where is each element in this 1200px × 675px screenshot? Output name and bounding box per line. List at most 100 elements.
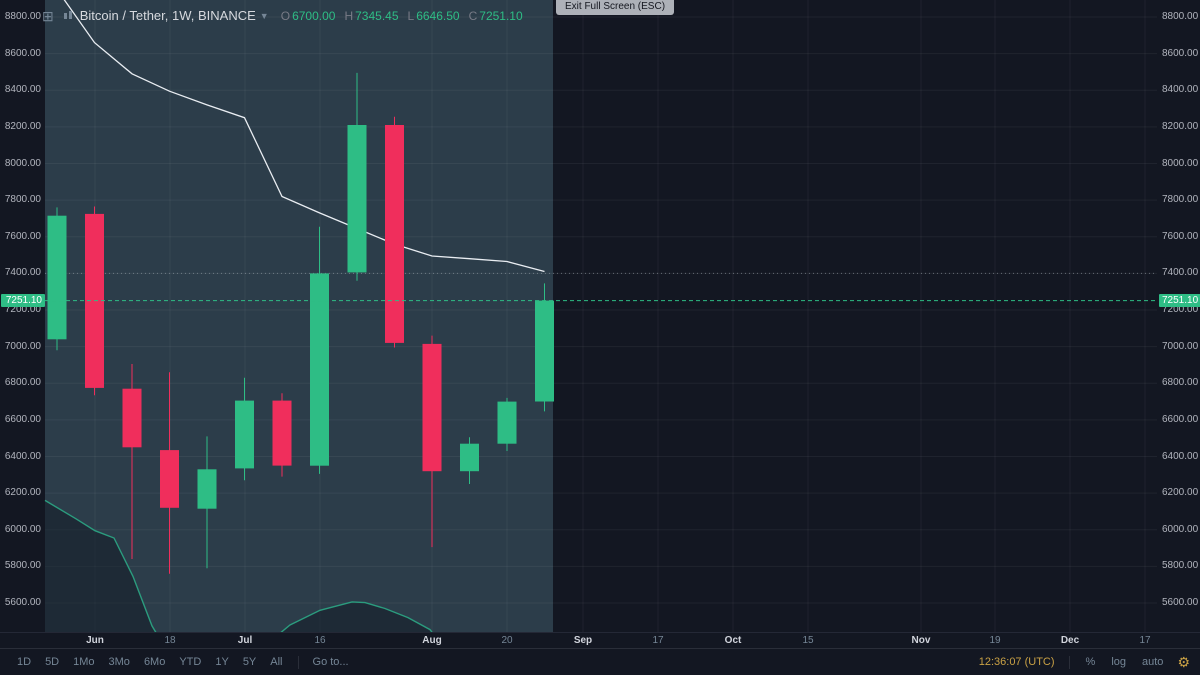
price-tick: 8000.00 — [1162, 158, 1199, 169]
time-label-aug: Aug — [422, 635, 442, 646]
chevron-down-icon[interactable]: ▼ — [259, 10, 269, 21]
time-label-dec: Dec — [1060, 635, 1080, 646]
price-tick: 6000.00 — [1162, 524, 1199, 535]
range-button-ytd[interactable]: YTD — [179, 656, 202, 668]
candle-body — [197, 469, 217, 509]
lower-band-fill — [45, 500, 447, 632]
layout-grid-icon[interactable]: ⊞ — [42, 7, 54, 24]
time-label-20: 20 — [501, 635, 513, 646]
candlestick-series-icon — [62, 10, 74, 22]
price-tick: 5800.00 — [1162, 560, 1199, 571]
candle-body — [347, 125, 367, 273]
price-tick: 8400.00 — [4, 84, 41, 95]
lower-band-line — [44, 499, 433, 632]
price-tick: 7200.00 — [1162, 304, 1199, 315]
price-tick: 6200.00 — [4, 487, 41, 498]
price-tick: 6600.00 — [1162, 414, 1199, 425]
price-tick: 8800.00 — [4, 11, 41, 22]
range-button-all[interactable]: All — [270, 656, 283, 668]
candle-body — [47, 215, 67, 340]
candle-body — [385, 125, 404, 343]
candle-body — [535, 300, 554, 402]
candle-body — [122, 388, 142, 448]
price-tick: 7600.00 — [1162, 231, 1199, 242]
price-tick: 6000.00 — [4, 524, 41, 535]
chart-region[interactable]: 8800.00 8600.00 8400.00 8200.00 8000.00 7800.… — [0, 0, 1200, 632]
price-tick: 8600.00 — [1162, 48, 1199, 59]
range-button-3mo[interactable]: 3Mo — [108, 656, 130, 668]
price-tick: 8200.00 — [4, 121, 41, 132]
range-button-6mo[interactable]: 6Mo — [143, 656, 166, 668]
price-tick: 6800.00 — [4, 377, 41, 388]
current-price-label: 7251.10 — [1159, 294, 1200, 307]
price-tick: 7800.00 — [1162, 194, 1199, 205]
log-scale-button[interactable]: log — [1111, 656, 1127, 668]
price-tick: 7200.00 — [4, 304, 41, 315]
range-button-1y[interactable]: 1Y — [215, 656, 229, 668]
ohlc-low: L 6646.50 — [407, 8, 460, 23]
ma-line — [63, 0, 545, 273]
candle-body — [160, 450, 179, 508]
percent-scale-button[interactable]: % — [1085, 656, 1096, 668]
candle-body — [272, 400, 292, 466]
bottom-toolbar: 1D 5D 1Mo 3Mo 6Mo YTD 1Y 5Y All Go to... 12:36:0… — [0, 648, 1200, 675]
candle-body — [235, 400, 254, 469]
price-tick: 6200.00 — [1162, 487, 1199, 498]
range-button-5d[interactable]: 5D — [45, 656, 60, 668]
range-button-1mo[interactable]: 1Mo — [73, 656, 95, 668]
time-label-18: 18 — [164, 635, 176, 646]
price-tick: 7000.00 — [1162, 341, 1199, 352]
price-tick: 8400.00 — [1162, 84, 1199, 95]
price-tick: 5800.00 — [4, 560, 41, 571]
price-tick: 8200.00 — [1162, 121, 1199, 132]
exit-fullscreen-tooltip: Exit Full Screen (ESC) — [556, 0, 675, 15]
price-tick: 7600.00 — [4, 231, 41, 242]
time-axis[interactable]: Jun 18 Jul 16 Aug 20 Sep 17 Oct 15 Nov 19 Dec 17 — [0, 632, 1200, 648]
time-label-sep: Sep — [573, 635, 593, 646]
legend: ⊞ Bitcoin / Tether, 1W, BINANCE ▼ O 6700.… — [42, 8, 532, 23]
time-label-17: 17 — [1139, 635, 1151, 646]
current-price-label: 7251.10 — [1, 294, 45, 307]
price-tick: 6600.00 — [4, 414, 41, 425]
clock[interactable]: 12:36:07 (UTC) — [978, 656, 1055, 668]
price-tick: 7400.00 — [4, 267, 41, 278]
price-tick: 5600.00 — [1162, 597, 1199, 608]
price-tick: 7800.00 — [4, 194, 41, 205]
toolbar-divider — [297, 655, 299, 669]
ohlc-readout: O 6700.00 H 7345.45 L 6646.50 C 7251.10 — [281, 9, 532, 23]
price-tick: 6400.00 — [1162, 451, 1199, 462]
candle-body — [497, 401, 517, 444]
price-tick: 7000.00 — [4, 341, 41, 352]
symbol-title[interactable]: Bitcoin / Tether, 1W, BINANCE — [79, 8, 256, 23]
time-label-oct: Oct — [724, 635, 742, 646]
range-button-5y[interactable]: 5Y — [242, 656, 257, 668]
candlestick-chart — [44, 0, 1157, 632]
auto-scale-button[interactable]: auto — [1142, 656, 1164, 668]
price-tick: 5600.00 — [4, 597, 41, 608]
price-axis-right[interactable]: 8800.00 8600.00 8400.00 8200.00 8000.00 7800.… — [1157, 0, 1200, 632]
gear-icon[interactable]: ⚙ — [1177, 654, 1190, 670]
range-selector: 1D 5D 1Mo 3Mo 6Mo YTD 1Y 5Y All — [10, 656, 290, 668]
price-axis-left[interactable]: 8800.00 8600.00 8400.00 8200.00 8000.00 7800.… — [0, 0, 45, 632]
toolbar-divider — [1068, 655, 1070, 669]
time-label-19: 19 — [989, 635, 1001, 646]
price-tick: 8000.00 — [4, 158, 41, 169]
range-button-1d[interactable]: 1D — [17, 656, 32, 668]
price-tick: 6400.00 — [4, 451, 41, 462]
price-tick: 8800.00 — [1162, 11, 1199, 22]
price-tick: 8600.00 — [4, 48, 41, 59]
candle-body — [310, 273, 329, 466]
selection-overlay — [45, 0, 553, 632]
time-label-jul: Jul — [237, 635, 253, 646]
time-label-jun: Jun — [86, 635, 104, 646]
goto-button[interactable]: Go to... — [312, 656, 349, 668]
price-tick: 6800.00 — [1162, 377, 1199, 388]
time-label-16: 16 — [314, 635, 326, 646]
candle-body — [422, 343, 442, 472]
time-label-nov: Nov — [911, 635, 931, 646]
price-tick: 7400.00 — [1162, 267, 1199, 278]
ohlc-open: O 6700.00 — [280, 8, 336, 23]
ohlc-high: H 7345.45 — [344, 8, 399, 23]
time-label-15: 15 — [802, 635, 814, 646]
